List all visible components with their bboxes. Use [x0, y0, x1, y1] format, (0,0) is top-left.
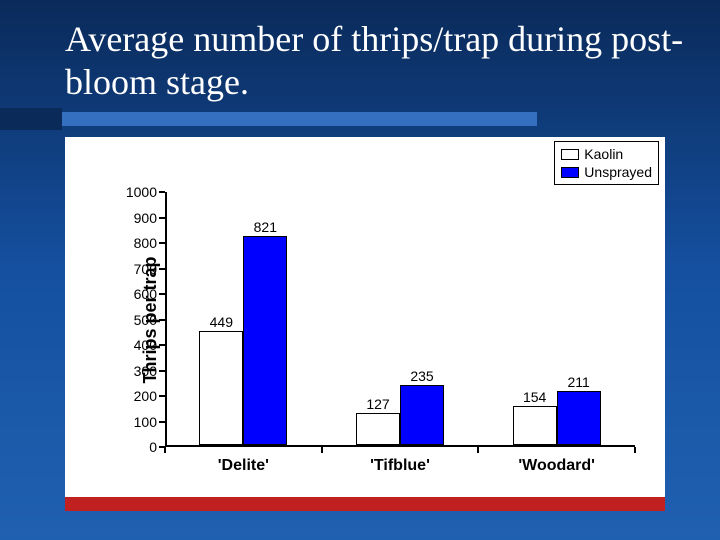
y-tick-label: 400	[107, 337, 157, 353]
y-tick-label: 200	[107, 388, 157, 404]
y-tick	[159, 293, 165, 295]
bar	[513, 406, 557, 445]
y-tick-label: 300	[107, 363, 157, 379]
x-category-label: 'Woodard'	[518, 457, 595, 475]
bar	[199, 331, 243, 445]
legend-item-unsprayed: Unsprayed	[561, 163, 652, 181]
bar-value-label: 235	[410, 368, 433, 384]
legend: Kaolin Unsprayed	[554, 141, 659, 185]
chart-panel: Kaolin Unsprayed Thrips per trap 0100200…	[65, 137, 665, 497]
title-deco-block	[0, 108, 62, 130]
y-tick	[159, 370, 165, 372]
y-tick-label: 1000	[107, 184, 157, 200]
bar-value-label: 449	[210, 314, 233, 330]
x-axis	[165, 445, 635, 447]
bar	[243, 236, 287, 445]
y-tick	[159, 217, 165, 219]
bar-value-label: 821	[254, 219, 277, 235]
y-tick	[159, 421, 165, 423]
bar	[400, 385, 444, 445]
bar-value-label: 211	[567, 374, 589, 390]
legend-swatch-kaolin	[561, 149, 579, 160]
y-tick	[159, 344, 165, 346]
y-tick-label: 0	[107, 439, 157, 455]
y-tick-label: 100	[107, 414, 157, 430]
x-category-label: 'Tifblue'	[370, 457, 430, 475]
legend-label-unsprayed: Unsprayed	[584, 163, 652, 181]
y-tick	[159, 242, 165, 244]
slide-title: Average number of thrips/trap during pos…	[65, 18, 690, 104]
y-tick	[159, 268, 165, 270]
y-tick-label: 500	[107, 312, 157, 328]
legend-label-kaolin: Kaolin	[584, 145, 623, 163]
x-tick	[321, 447, 323, 453]
y-tick-label: 900	[107, 210, 157, 226]
legend-swatch-unsprayed	[561, 167, 579, 178]
y-tick-label: 600	[107, 286, 157, 302]
y-tick-label: 800	[107, 235, 157, 251]
title-underline	[62, 112, 537, 126]
y-tick	[159, 395, 165, 397]
y-tick	[159, 319, 165, 321]
y-tick	[159, 191, 165, 193]
chart-bottom-bar	[65, 497, 665, 511]
chart-axes: Thrips per trap 010020030040050060070080…	[165, 192, 635, 447]
x-tick	[634, 447, 636, 453]
legend-item-kaolin: Kaolin	[561, 145, 652, 163]
bar	[356, 413, 400, 445]
y-tick-label: 700	[107, 261, 157, 277]
x-category-label: 'Delite'	[218, 457, 269, 475]
bar-value-label: 154	[523, 389, 546, 405]
bar-value-label: 127	[366, 396, 389, 412]
x-tick	[164, 447, 166, 453]
x-tick	[477, 447, 479, 453]
y-axis	[165, 192, 167, 447]
bar	[557, 391, 601, 445]
